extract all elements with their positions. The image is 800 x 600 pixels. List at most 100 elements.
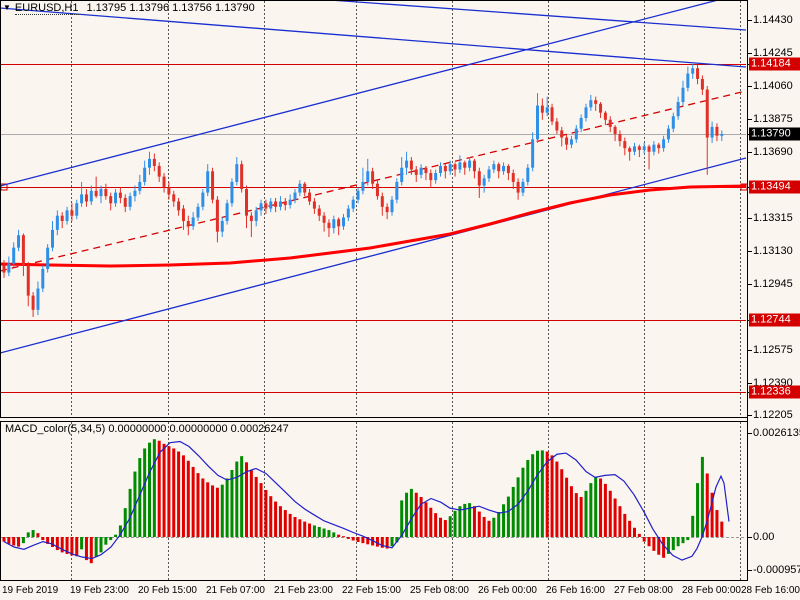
- time-axis-label[interactable]: 25 Feb 08:00: [410, 585, 469, 596]
- macd-bar: [351, 537, 355, 541]
- candle-body: [608, 119, 612, 127]
- candle-body: [12, 247, 16, 264]
- price-tick-label: 1.13875: [753, 113, 793, 125]
- time-axis-label[interactable]: 22 Feb 15:00: [342, 585, 401, 596]
- macd-bar: [448, 516, 452, 537]
- time-axis-label[interactable]: 19 Feb 2019: [2, 585, 59, 596]
- trendline[interactable]: [329, 0, 747, 31]
- candle-body: [259, 203, 263, 211]
- candle-body: [7, 263, 11, 273]
- candle-body: [385, 206, 389, 213]
- time-axis-label[interactable]: 26 Feb 16:00: [546, 585, 605, 596]
- macd-bar: [196, 473, 200, 537]
- macd-bar: [128, 488, 132, 537]
- macd-bar: [366, 537, 370, 545]
- price-tick-label: 1.13315: [753, 212, 793, 224]
- candle-body: [477, 171, 481, 186]
- candle-body: [710, 126, 714, 138]
- macd-bar: [70, 537, 74, 556]
- candle-body: [569, 139, 573, 145]
- candle-body: [148, 158, 151, 168]
- macd-bar: [303, 521, 307, 537]
- candle-body: [249, 215, 253, 222]
- macd-bar: [80, 537, 84, 550]
- macd-bar: [259, 483, 263, 537]
- candle-body: [337, 219, 341, 227]
- time-axis-label[interactable]: 21 Feb 07:00: [206, 585, 265, 596]
- candle-body: [361, 181, 365, 191]
- time-axis-label[interactable]: 21 Feb 23:00: [274, 585, 333, 596]
- macd-bar: [55, 537, 59, 551]
- macd-bar: [375, 537, 379, 547]
- macd-bar: [681, 537, 685, 544]
- macd-bar: [637, 533, 641, 537]
- macd-bar: [249, 470, 253, 537]
- macd-bar: [715, 510, 719, 537]
- candle-body: [642, 146, 646, 150]
- candle-body: [463, 162, 467, 168]
- macd-bar: [405, 492, 409, 537]
- candle-body: [472, 160, 476, 172]
- macd-bar: [225, 478, 229, 537]
- macd-bar: [123, 508, 127, 537]
- macd-bar: [21, 537, 25, 544]
- candle-body: [274, 201, 278, 207]
- candle-body: [109, 196, 113, 204]
- macd-bar: [540, 450, 544, 537]
- candle-body: [133, 190, 137, 197]
- trendline[interactable]: [0, 157, 747, 354]
- candle-body: [220, 221, 224, 232]
- candle-body: [657, 144, 661, 149]
- time-axis-label[interactable]: 20 Feb 15:00: [138, 585, 197, 596]
- candle-body: [458, 162, 462, 170]
- macd-bar: [676, 537, 680, 547]
- macd-bar: [12, 537, 16, 546]
- price-tick-label: 1.13130: [753, 245, 793, 257]
- moving-average-line[interactable]: [0, 184, 747, 268]
- macd-bar: [172, 448, 176, 537]
- macd-bar: [298, 519, 302, 537]
- macd-bar: [109, 537, 113, 541]
- time-axis-label[interactable]: 28 Feb 00:00: [682, 585, 741, 596]
- candle-body: [671, 116, 675, 129]
- price-tick-label: 1.14060: [753, 80, 793, 92]
- macd-bar: [322, 528, 326, 537]
- candle-body: [371, 171, 375, 184]
- macd-bar: [439, 517, 442, 537]
- macd-bar: [99, 537, 103, 553]
- macd-bar: [201, 478, 205, 537]
- candle-body: [366, 171, 370, 182]
- macd-bar: [458, 506, 462, 537]
- macd-bar: [652, 537, 656, 551]
- trendline[interactable]: [0, 7, 747, 68]
- macd-bar: [346, 537, 350, 539]
- trendline[interactable]: [0, 0, 719, 187]
- time-axis-label[interactable]: 28 Feb 16:00: [741, 585, 800, 596]
- macd-bar: [206, 482, 210, 537]
- candle-body: [511, 173, 515, 182]
- macd-bar: [555, 461, 559, 537]
- macd-bar: [75, 537, 79, 557]
- time-axis-label[interactable]: 19 Feb 23:00: [70, 585, 129, 596]
- macd-bar: [511, 486, 515, 537]
- candle-body: [60, 215, 64, 222]
- candle-body: [51, 229, 54, 248]
- macd-bar: [502, 504, 506, 537]
- macd-bar: [662, 537, 666, 558]
- symbol-dropdown-icon[interactable]: ▼: [3, 3, 11, 12]
- macd-bar: [482, 516, 486, 537]
- candle-body: [293, 192, 297, 200]
- time-axis-label[interactable]: 27 Feb 08:00: [614, 585, 673, 596]
- dashed-trendline[interactable]: [0, 90, 747, 272]
- price-tick-label: 1.13690: [753, 146, 793, 158]
- candle-body: [269, 201, 273, 209]
- level-price-label: 1.13494: [749, 180, 800, 194]
- candle-body: [138, 181, 142, 191]
- candle-body: [434, 173, 438, 181]
- time-axis-label[interactable]: 26 Feb 00:00: [478, 585, 537, 596]
- macd-bar: [477, 511, 481, 537]
- ohlc-values: 1.13795 1.13796 1.13756 1.13790: [86, 2, 255, 14]
- candle-body: [346, 208, 350, 218]
